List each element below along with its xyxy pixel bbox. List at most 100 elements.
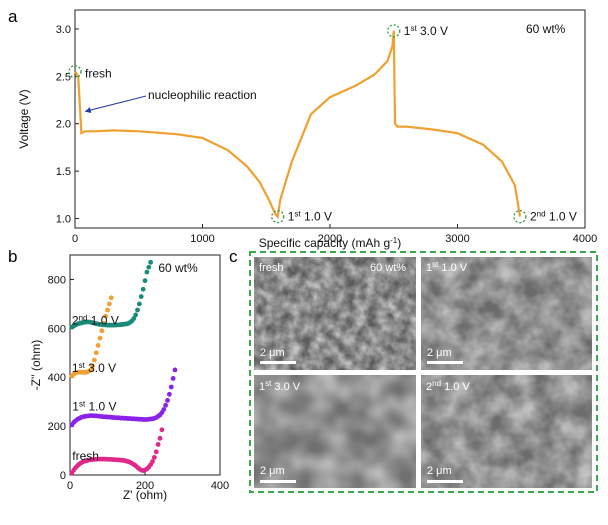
data-point <box>148 259 154 265</box>
voltage-curve <box>74 30 522 220</box>
data-point <box>151 455 157 460</box>
panel-a-frame <box>74 9 586 229</box>
scale-bar <box>427 480 463 483</box>
data-point <box>146 264 152 270</box>
panel-b-x-axis-title: Z' (ohm) <box>123 488 167 502</box>
sem-image-1st-1v: 1st 1.0 V 2 μm <box>421 257 592 370</box>
panel-a-y-axis-title: Voltage (V) <box>17 89 31 148</box>
data-point <box>166 391 172 397</box>
panel-a-label: a <box>8 7 18 26</box>
series-label: 1st 3.0 V <box>72 361 116 375</box>
x-tick-label: 3000 <box>445 233 469 245</box>
scale-bar <box>260 361 296 364</box>
x-tick-label: 0 <box>67 480 73 492</box>
panel-b-label: b <box>8 247 17 266</box>
panel-b-y-axis-title: -Z'' (ohm) <box>29 340 43 391</box>
marker-ring <box>513 209 527 224</box>
sem-image-loading-label: 60 wt% <box>370 262 406 274</box>
data-point <box>135 307 140 313</box>
panel-c-label: c <box>229 247 238 266</box>
y-tick-label: 200 <box>48 421 66 433</box>
data-point <box>138 294 144 299</box>
nyquist-series: 2nd 1.0 V <box>69 259 154 330</box>
nyquist-series: fresh <box>69 427 165 476</box>
x-tick-label: 200 <box>136 480 154 492</box>
data-point <box>159 427 165 433</box>
nyquist-chart: 0 200 400 0 200 400 600 800 fresh 1st 1.0 V 1st 3… <box>29 254 229 502</box>
sem-image-grid: fresh 60 wt% 2 μm 1st 1.0 V 2 μm 1st 3.0… <box>249 251 598 493</box>
scale-bar-label: 2 μm <box>260 347 285 359</box>
data-point <box>106 301 112 307</box>
scale-bar <box>427 361 463 364</box>
sem-image-label: 1st 3.0 V <box>259 379 301 393</box>
data-point <box>150 459 155 464</box>
data-point <box>144 269 150 275</box>
data-point <box>91 357 97 363</box>
data-point <box>136 301 142 307</box>
voltage-capacity-chart: 0 1000 2000 3000 4000 1.0 1.5 2.0 2.5 3.0 fresh 1s… <box>17 9 597 250</box>
sem-image-label: 2nd 1.0 V <box>426 379 470 393</box>
nucleophilic-reaction-label: nucleophilic reaction <box>148 88 257 102</box>
marker-label: fresh <box>85 67 112 81</box>
data-point <box>157 435 163 441</box>
data-point <box>168 384 174 390</box>
y-tick-label: 600 <box>48 323 66 335</box>
data-point <box>108 295 114 301</box>
series-label: 1st 1.0 V <box>72 399 116 413</box>
data-point <box>97 335 103 341</box>
data-point <box>133 312 139 318</box>
data-point <box>142 278 148 284</box>
scale-bar-label: 2 μm <box>427 465 452 477</box>
nyquist-series: 1st 3.0 V <box>69 295 116 379</box>
data-point <box>140 286 146 292</box>
data-point <box>105 307 110 313</box>
data-point <box>170 376 176 381</box>
y-tick-label: 0 <box>60 470 66 482</box>
panel-a-loading-label: 60 wt% <box>526 22 566 36</box>
data-point <box>103 313 109 319</box>
data-point <box>165 398 170 403</box>
data-point <box>99 328 105 334</box>
scale-bar-label: 2 μm <box>427 347 452 359</box>
marker-label: 1st 1.0 V <box>288 210 332 224</box>
y-tick-label: 1.5 <box>56 166 71 178</box>
nucleophilic-reaction-arrow <box>84 95 147 113</box>
marker-label: 1st 3.0 V <box>404 24 448 38</box>
data-point <box>131 316 137 321</box>
data-point <box>153 449 159 455</box>
data-point <box>93 350 99 356</box>
x-tick-label: 400 <box>211 480 229 492</box>
data-point <box>95 343 101 348</box>
y-tick-label: 3.0 <box>56 24 71 36</box>
sem-image-fresh: fresh 60 wt% 2 μm <box>254 257 416 370</box>
y-tick-label: 1.0 <box>56 214 71 226</box>
series-label: fresh <box>72 449 99 463</box>
x-tick-label: 4000 <box>573 233 597 245</box>
data-point <box>90 363 95 369</box>
data-point <box>161 407 167 412</box>
data-point <box>88 367 94 373</box>
sem-image-1st-3v: 1st 3.0 V 2 μm <box>254 375 416 488</box>
y-tick-label: 2.5 <box>56 71 71 83</box>
x-tick-label: 0 <box>72 233 78 245</box>
sem-image-label: fresh <box>259 262 283 274</box>
marker-ring <box>271 209 285 224</box>
nyquist-series: 1st 1.0 V <box>69 367 178 428</box>
data-point <box>172 367 178 373</box>
data-point <box>155 442 161 447</box>
sem-dashed-frame <box>249 251 598 493</box>
sem-image-2nd-1v: 2nd 1.0 V 2 μm <box>421 375 592 488</box>
x-tick-label: 1000 <box>190 233 214 245</box>
scale-bar-label: 2 μm <box>260 465 285 477</box>
y-tick-label: 800 <box>48 274 66 286</box>
data-point <box>163 402 169 408</box>
panel-a-x-axis-title: Specific capacity (mAh g-1) <box>259 236 402 250</box>
scale-bar <box>260 480 296 483</box>
panel-b-loading-label: 60 wt% <box>158 261 198 275</box>
marker-ring <box>68 64 82 79</box>
marker-label: 2nd 1.0 V <box>530 210 577 224</box>
x-tick-label: 2000 <box>318 233 342 245</box>
marker-ring <box>387 24 401 38</box>
y-tick-label: 400 <box>48 372 66 384</box>
